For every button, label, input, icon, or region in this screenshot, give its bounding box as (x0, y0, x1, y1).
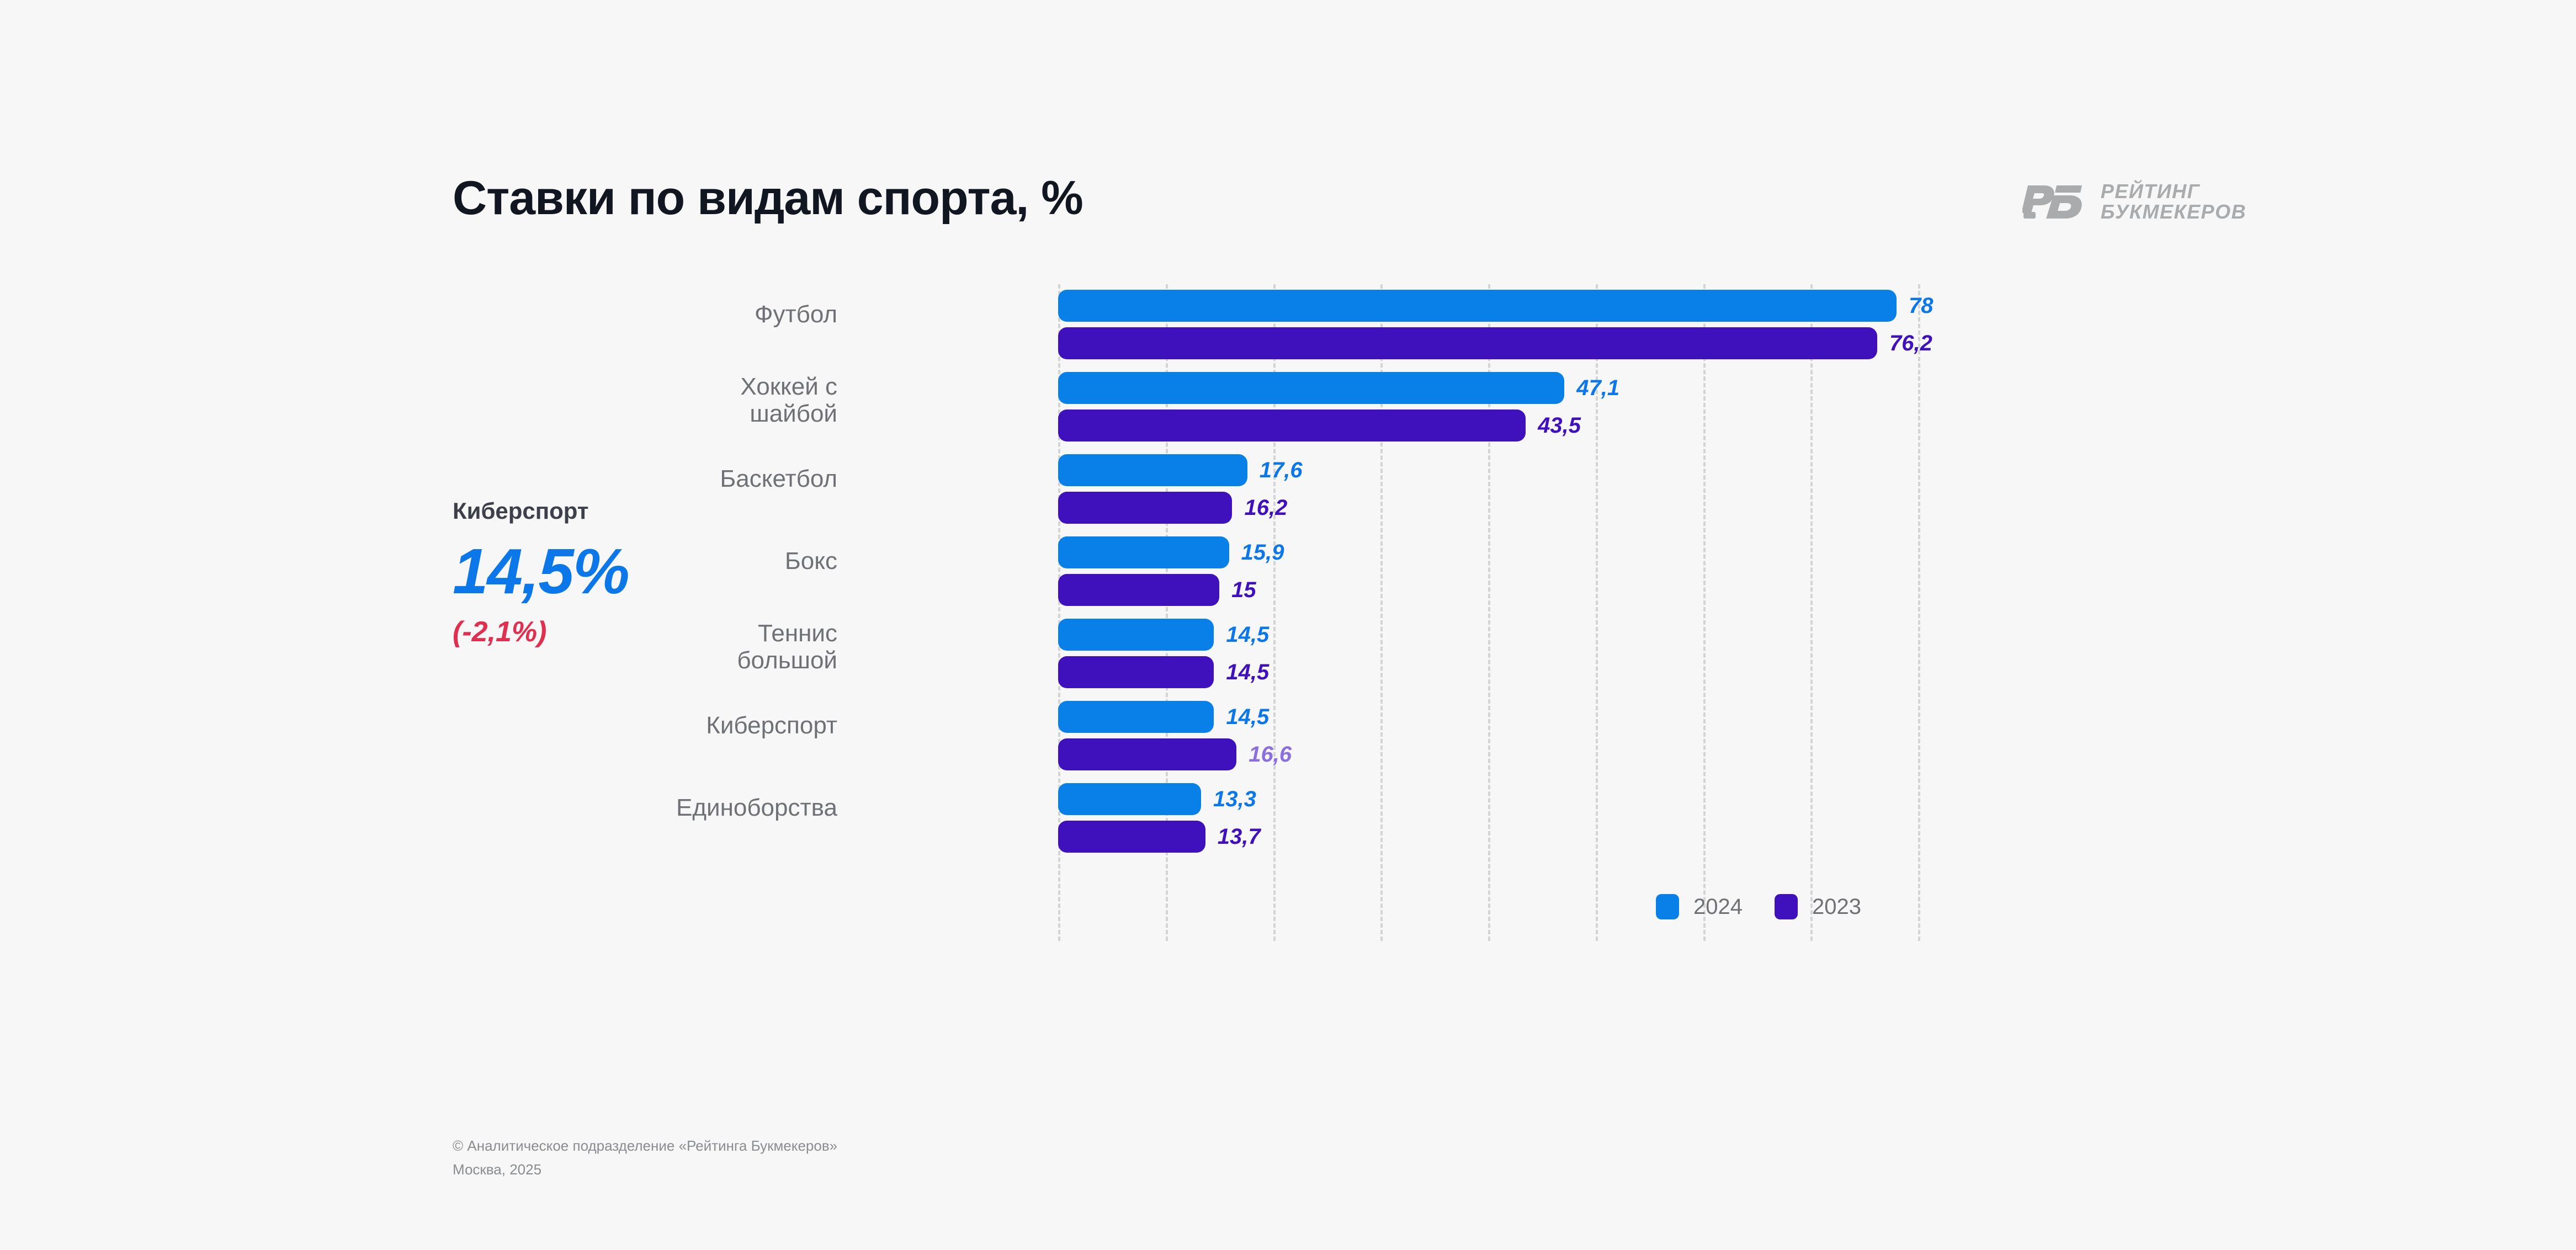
bar-2023[interactable] (1058, 738, 1237, 770)
legend-item-2023[interactable]: 2023 (1774, 894, 1861, 919)
bar-row[interactable]: 13,3 (1058, 783, 1256, 815)
bar-value-label: 14,5 (1226, 660, 1270, 684)
bar-row[interactable]: 43,5 (1058, 409, 1581, 442)
bar-2024[interactable] (1058, 536, 1229, 568)
footer-line-1: © Аналитическое подразделение «Рейтинга … (453, 1137, 838, 1154)
bar-value-label: 14,5 (1226, 623, 1270, 647)
bar-group: Баскетбол 17,6 16,2 (720, 449, 1918, 531)
category-label: Хоккей с шайбой (740, 373, 837, 428)
bar-value-label: 13,3 (1213, 787, 1256, 811)
legend-item-2024[interactable]: 2024 (1656, 894, 1743, 919)
callout-value: 14,5% (453, 535, 630, 607)
bar-row[interactable]: 16,2 (1058, 492, 1287, 524)
legend-label: 2024 (1693, 895, 1743, 919)
category-label: Теннис большой (737, 620, 837, 674)
logo-line-1: РЕЙТИНГ (2100, 180, 2201, 203)
bar-group: Единоборства 13,3 13,7 (676, 778, 1918, 860)
bar-row[interactable]: 15,9 (1058, 536, 1284, 568)
category-label: Бокс (784, 547, 837, 575)
page-title: Ставки по видам спорта, % (453, 172, 1083, 225)
bar-value-label: 14,5 (1226, 705, 1270, 729)
bar-value-label: 15 (1231, 578, 1256, 602)
bar-value-label: 16,6 (1249, 742, 1292, 767)
bar-2023[interactable] (1058, 656, 1214, 688)
bar-value-label: 43,5 (1538, 413, 1581, 438)
bar-2024[interactable] (1058, 290, 1897, 322)
legend-label: 2023 (1812, 895, 1861, 919)
bar-group: Хоккей с шайбой 47,1 43,5 (740, 366, 1918, 449)
legend-swatch-icon (1656, 894, 1679, 919)
highlight-callout: Киберспорт 14,5% (-2,1%) (453, 498, 740, 648)
bar-value-label: 15,9 (1241, 540, 1284, 565)
brand-logo: РЕЙТИНГ БУКМЕКЕРОВ (2021, 181, 2246, 222)
bar-group: Киберспорт 14,5 16,6 (706, 695, 1918, 778)
bar-2024[interactable] (1058, 701, 1214, 733)
bar-group: Бокс 15,9 15 (785, 531, 1918, 613)
bar-row[interactable]: 17,6 (1058, 454, 1303, 486)
bar-row[interactable]: 47,1 (1058, 372, 1619, 404)
category-label: Баскетбол (720, 465, 837, 492)
bar-groups: Футбол 78 76,2 Хоккей с шайбой 47,1 43,5 Баске… (676, 284, 1934, 860)
bar-row[interactable]: 13,7 (1058, 821, 1261, 853)
bar-group: Теннис большой 14,5 14,5 (737, 613, 1918, 695)
chart-legend: 2024 2023 (1656, 894, 1861, 919)
bar-value-label: 78 (1909, 294, 1934, 318)
bar-2024[interactable] (1058, 619, 1214, 651)
chart-header: Ставки по видам спорта, % РЕЙТИНГ БУКМЕК… (453, 166, 2246, 254)
bar-value-label: 13,7 (1217, 825, 1261, 849)
callout-delta: (-2,1%) (453, 616, 547, 648)
bar-value-label: 47,1 (1576, 376, 1620, 400)
bar-2024[interactable] (1058, 454, 1247, 486)
bar-row[interactable]: 15 (1058, 574, 1256, 606)
bar-group: Футбол 78 76,2 (755, 284, 1934, 366)
category-label: Футбол (755, 301, 837, 328)
logo-line-2: БУКМЕКЕРОВ (2100, 200, 2246, 224)
bar-row[interactable]: 14,5 (1058, 656, 1269, 688)
legend-swatch-icon (1774, 894, 1798, 919)
bar-2024[interactable] (1058, 783, 1202, 815)
bar-2023[interactable] (1058, 492, 1233, 524)
bar-row[interactable]: 14,5 (1058, 619, 1269, 651)
bar-row[interactable]: 16,6 (1058, 738, 1292, 770)
footer-credits: © Аналитическое подразделение «Рейтинга … (453, 1134, 837, 1182)
bar-value-label: 17,6 (1259, 458, 1303, 482)
bar-2023[interactable] (1058, 574, 1220, 606)
bar-row[interactable]: 76,2 (1058, 327, 1932, 359)
category-label: Киберспорт (706, 712, 837, 739)
bar-2023[interactable] (1058, 327, 1877, 359)
logo-wordmark: РЕЙТИНГ БУКМЕКЕРОВ (2101, 181, 2246, 222)
bar-2023[interactable] (1058, 409, 1526, 442)
gridline (1918, 284, 1920, 941)
bar-value-label: 76,2 (1889, 331, 1932, 355)
bar-chart: Футбол 78 76,2 Хоккей с шайбой 47,1 43,5 Баске… (676, 284, 1934, 941)
bar-row[interactable]: 14,5 (1058, 701, 1269, 733)
bar-value-label: 16,2 (1244, 496, 1288, 520)
category-label: Единоборства (676, 794, 837, 821)
callout-category-label: Киберспорт (453, 498, 589, 524)
rb-monogram-icon (2021, 181, 2089, 222)
bar-2024[interactable] (1058, 372, 1565, 404)
bar-row[interactable]: 78 (1058, 290, 1934, 322)
bar-2023[interactable] (1058, 821, 1205, 853)
footer-line-2: Москва, 2025 (453, 1161, 542, 1178)
